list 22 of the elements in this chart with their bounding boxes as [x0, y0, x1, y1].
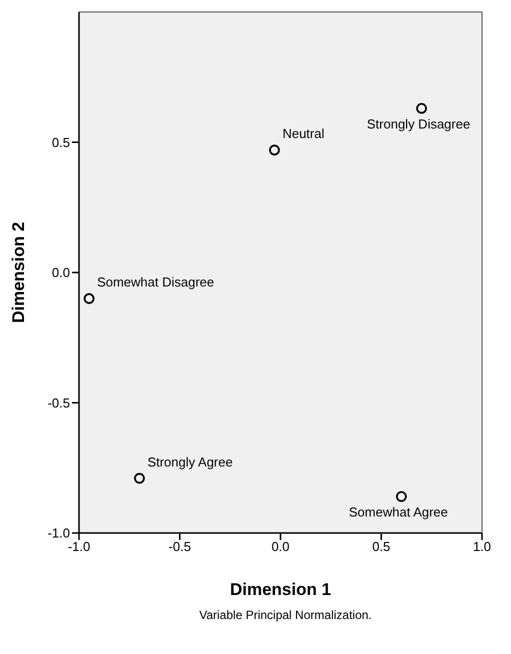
x-tick-label: -1.0	[68, 539, 90, 554]
y-tick-label: 0.0	[52, 265, 70, 280]
annotation: Somewhat Agree	[348, 504, 448, 520]
point	[134, 472, 145, 484]
point	[396, 491, 407, 502]
x-tick-label: 1.0	[472, 539, 492, 554]
y-axis-title: Dimension 2	[9, 222, 28, 324]
annotation: Neutral	[282, 126, 324, 142]
x-tick-label: 0.0	[271, 539, 290, 554]
text: Variable Principal Normalization.	[198, 608, 373, 622]
annotation: Somewhat Disagree	[97, 274, 214, 290]
annotation: Strongly Agree	[147, 454, 233, 470]
x-axis-title: Dimension 1	[230, 580, 332, 599]
x-tick-label: -0.5	[168, 539, 191, 554]
point	[416, 102, 427, 114]
y-tick-label: 0.5	[52, 134, 70, 150]
y-tick-label: -1.0	[48, 526, 70, 541]
point	[84, 293, 94, 304]
point	[269, 144, 280, 156]
annotation: Strongly Disagree	[366, 116, 470, 132]
y-tick-label: -0.5	[48, 395, 70, 410]
x-tick-label: 0.5	[372, 539, 390, 554]
